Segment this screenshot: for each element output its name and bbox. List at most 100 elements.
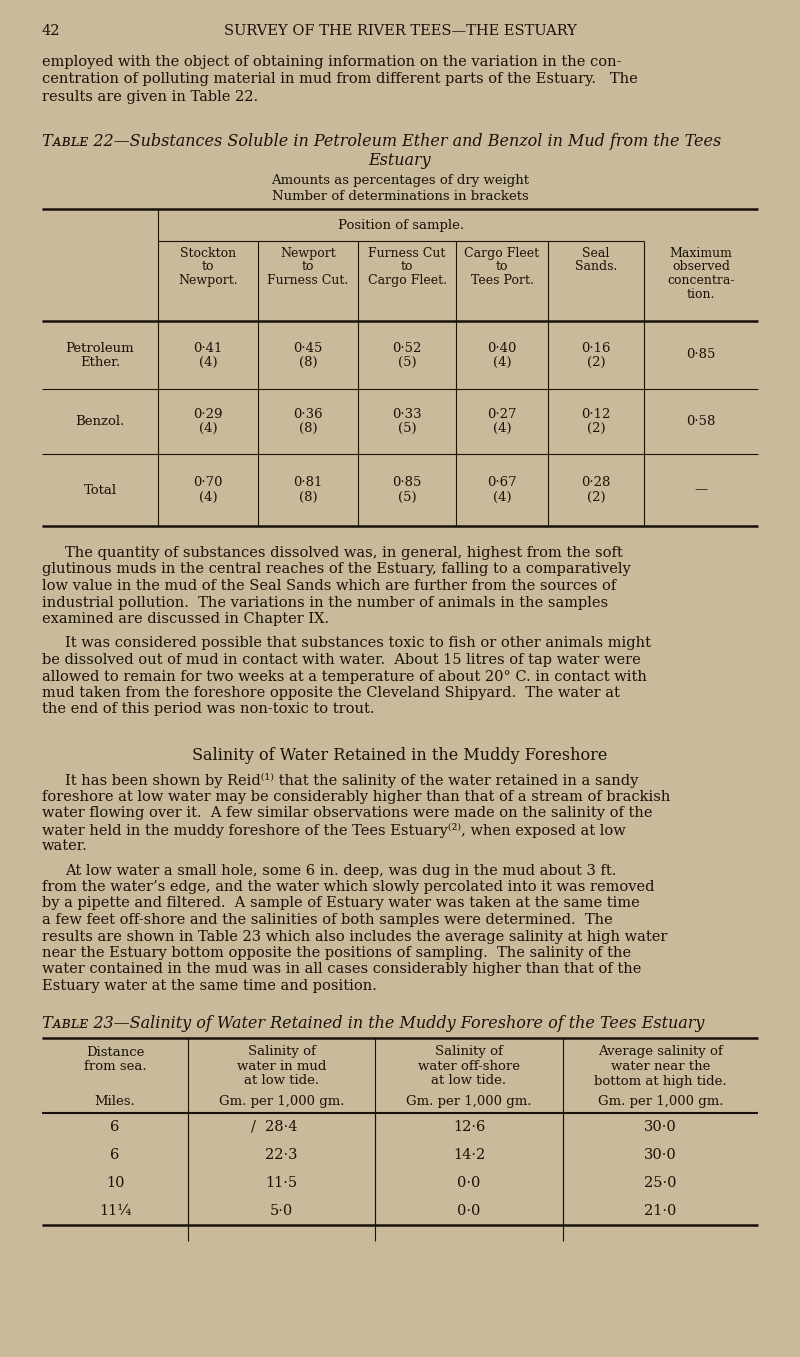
Text: to: to xyxy=(302,261,314,274)
Text: water off-shore: water off-shore xyxy=(418,1060,520,1073)
Text: 0·45: 0·45 xyxy=(294,342,322,354)
Text: /: / xyxy=(251,1120,256,1134)
Text: Newport.: Newport. xyxy=(178,274,238,286)
Text: by a pipette and filtered.  A sample of Estuary water was taken at the same time: by a pipette and filtered. A sample of E… xyxy=(42,897,640,911)
Text: glutinous muds in the central reaches of the Estuary, falling to a comparatively: glutinous muds in the central reaches of… xyxy=(42,563,630,577)
Text: (5): (5) xyxy=(398,490,416,503)
Text: 25·0: 25·0 xyxy=(644,1177,677,1190)
Text: (5): (5) xyxy=(398,356,416,369)
Text: foreshore at low water may be considerably higher than that of a stream of brack: foreshore at low water may be considerab… xyxy=(42,790,670,803)
Text: 0·52: 0·52 xyxy=(392,342,422,354)
Text: 5·0: 5·0 xyxy=(270,1204,293,1219)
Text: concentra-: concentra- xyxy=(667,274,734,286)
Text: results are given in Table 22.: results are given in Table 22. xyxy=(42,90,258,104)
Text: centration of polluting material in mud from different parts of the Estuary.   T: centration of polluting material in mud … xyxy=(42,72,638,87)
Text: 0·33: 0·33 xyxy=(392,408,422,421)
Text: water flowing over it.  A few similar observations were made on the salinity of : water flowing over it. A few similar obs… xyxy=(42,806,653,820)
Text: at low tide.: at low tide. xyxy=(244,1075,319,1087)
Text: water held in the muddy foreshore of the Tees Estuary⁽²⁾, when exposed at low: water held in the muddy foreshore of the… xyxy=(42,822,626,837)
Text: to: to xyxy=(202,261,214,274)
Text: Tᴀʙʟᴇ 22—Substances Soluble in Petroleum Ether and Benzol in Mud from the Tees: Tᴀʙʟᴇ 22—Substances Soluble in Petroleum… xyxy=(42,133,722,151)
Text: (4): (4) xyxy=(198,422,218,436)
Text: 0·0: 0·0 xyxy=(458,1204,481,1219)
Text: Salinity of: Salinity of xyxy=(247,1045,315,1058)
Text: near the Estuary bottom opposite the positions of sampling.  The salinity of the: near the Estuary bottom opposite the pos… xyxy=(42,946,631,959)
Text: tion.: tion. xyxy=(687,288,715,300)
Text: Position of sample.: Position of sample. xyxy=(338,218,464,232)
Text: The quantity of substances dissolved was, in general, highest from the soft: The quantity of substances dissolved was… xyxy=(65,546,622,560)
Text: 21·0: 21·0 xyxy=(644,1204,677,1219)
Text: employed with the object of obtaining information on the variation in the con-: employed with the object of obtaining in… xyxy=(42,56,622,69)
Text: Amounts as percentages of dry weight: Amounts as percentages of dry weight xyxy=(271,174,529,187)
Text: Tᴀʙʟᴇ 23—Salinity of Water Retained in the Muddy Foreshore of the Tees Estuary: Tᴀʙʟᴇ 23—Salinity of Water Retained in t… xyxy=(42,1015,704,1033)
Text: observed: observed xyxy=(672,261,730,274)
Text: Ether.: Ether. xyxy=(80,356,120,369)
Text: 0·67: 0·67 xyxy=(487,476,517,490)
Text: Number of determinations in brackets: Number of determinations in brackets xyxy=(272,190,528,204)
Text: 11¼: 11¼ xyxy=(99,1204,131,1219)
Text: 11·5: 11·5 xyxy=(266,1177,298,1190)
Text: allowed to remain for two weeks at a temperature of about 20° C. in contact with: allowed to remain for two weeks at a tem… xyxy=(42,669,647,684)
Text: Average salinity of: Average salinity of xyxy=(598,1045,723,1058)
Text: 28·4: 28·4 xyxy=(266,1120,298,1134)
Text: 0·58: 0·58 xyxy=(686,415,716,427)
Text: Total: Total xyxy=(83,483,117,497)
Text: Salinity of Water Retained in the Muddy Foreshore: Salinity of Water Retained in the Muddy … xyxy=(192,746,608,764)
Text: examined are discussed in Chapter IX.: examined are discussed in Chapter IX. xyxy=(42,612,329,626)
Text: Furness Cut: Furness Cut xyxy=(368,247,446,261)
Text: 0·85: 0·85 xyxy=(686,349,716,361)
Text: 10: 10 xyxy=(106,1177,124,1190)
Text: 12·6: 12·6 xyxy=(453,1120,485,1134)
Text: Cargo Fleet: Cargo Fleet xyxy=(465,247,539,261)
Text: (4): (4) xyxy=(198,356,218,369)
Text: It was considered possible that substances toxic to fish or other animals might: It was considered possible that substanc… xyxy=(65,636,651,650)
Text: Newport: Newport xyxy=(280,247,336,261)
Text: 14·2: 14·2 xyxy=(453,1148,485,1162)
Text: from sea.: from sea. xyxy=(84,1060,146,1073)
Text: Estuary water at the same time and position.: Estuary water at the same time and posit… xyxy=(42,978,377,993)
Text: (2): (2) xyxy=(586,490,606,503)
Text: —: — xyxy=(694,483,708,497)
Text: 0·12: 0·12 xyxy=(582,408,610,421)
Text: Sands.: Sands. xyxy=(575,261,617,274)
Text: At low water a small hole, some 6 in. deep, was dug in the mud about 3 ft.: At low water a small hole, some 6 in. de… xyxy=(65,863,616,878)
Text: 0·29: 0·29 xyxy=(194,408,222,421)
Text: a few feet off-shore and the salinities of both samples were determined.  The: a few feet off-shore and the salinities … xyxy=(42,913,613,927)
Text: to: to xyxy=(401,261,414,274)
Text: 6: 6 xyxy=(110,1148,120,1162)
Text: bottom at high tide.: bottom at high tide. xyxy=(594,1075,727,1087)
Text: 0·85: 0·85 xyxy=(392,476,422,490)
Text: Seal: Seal xyxy=(582,247,610,261)
Text: (8): (8) xyxy=(298,356,318,369)
Text: Estuary: Estuary xyxy=(369,152,431,170)
Text: Distance: Distance xyxy=(86,1045,144,1058)
Text: water contained in the mud was in all cases considerably higher than that of the: water contained in the mud was in all ca… xyxy=(42,962,642,977)
Text: mud taken from the foreshore opposite the Cleveland Shipyard.  The water at: mud taken from the foreshore opposite th… xyxy=(42,687,620,700)
Text: at low tide.: at low tide. xyxy=(431,1075,506,1087)
Text: (8): (8) xyxy=(298,422,318,436)
Text: Salinity of: Salinity of xyxy=(435,1045,503,1058)
Text: Benzol.: Benzol. xyxy=(75,415,125,427)
Text: It has been shown by Reid⁽¹⁾ that the salinity of the water retained in a sandy: It has been shown by Reid⁽¹⁾ that the sa… xyxy=(65,773,638,788)
Text: 0·81: 0·81 xyxy=(294,476,322,490)
Text: to: to xyxy=(496,261,508,274)
Text: Maximum: Maximum xyxy=(670,247,733,261)
Text: Tees Port.: Tees Port. xyxy=(470,274,534,286)
Text: (4): (4) xyxy=(493,422,511,436)
Text: results are shown in Table 23 which also includes the average salinity at high w: results are shown in Table 23 which also… xyxy=(42,930,667,943)
Text: 30·0: 30·0 xyxy=(644,1148,677,1162)
Text: 0·70: 0·70 xyxy=(194,476,222,490)
Text: from the water’s edge, and the water which slowly percolated into it was removed: from the water’s edge, and the water whi… xyxy=(42,879,654,894)
Text: Gm. per 1,000 gm.: Gm. per 1,000 gm. xyxy=(218,1095,344,1109)
Text: 6: 6 xyxy=(110,1120,120,1134)
Text: (2): (2) xyxy=(586,422,606,436)
Text: Cargo Fleet.: Cargo Fleet. xyxy=(367,274,446,286)
Text: 22·3: 22·3 xyxy=(266,1148,298,1162)
Text: (4): (4) xyxy=(198,490,218,503)
Text: be dissolved out of mud in contact with water.  About 15 litres of tap water wer: be dissolved out of mud in contact with … xyxy=(42,653,641,668)
Text: (4): (4) xyxy=(493,356,511,369)
Text: low value in the mud of the Seal Sands which are further from the sources of: low value in the mud of the Seal Sands w… xyxy=(42,579,616,593)
Text: (8): (8) xyxy=(298,490,318,503)
Text: Gm. per 1,000 gm.: Gm. per 1,000 gm. xyxy=(598,1095,723,1109)
Text: SURVEY OF THE RIVER TEES—THE ESTUARY: SURVEY OF THE RIVER TEES—THE ESTUARY xyxy=(223,24,577,38)
